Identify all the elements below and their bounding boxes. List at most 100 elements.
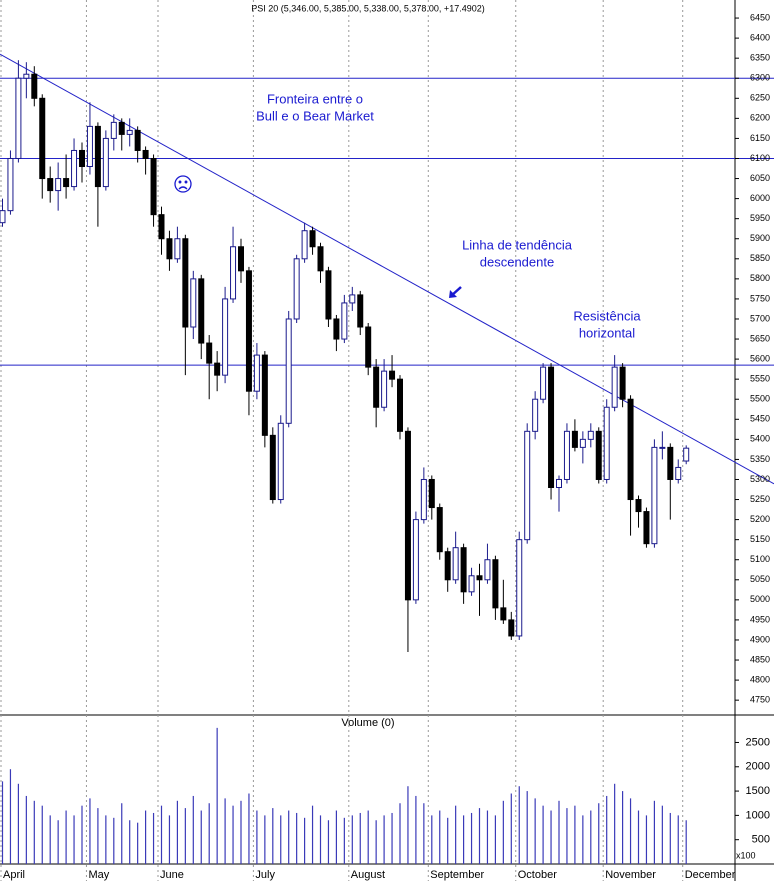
- y-tick-label: 5550: [750, 374, 770, 384]
- candle-body: [253, 354, 260, 392]
- y-tick-label: 6250: [750, 93, 770, 103]
- candle-body: [643, 511, 650, 545]
- y-tick-label: 5250: [750, 494, 770, 504]
- candle-body: [245, 270, 252, 392]
- y-tick-label: 6100: [750, 153, 770, 163]
- x-tick-label: December: [685, 869, 736, 881]
- candle-body: [619, 366, 626, 400]
- y-axis: 4750 4800 4850 4900 4950 5000 5050 5100 5150 5200…: [735, 12, 770, 846]
- candle-body: [587, 430, 594, 440]
- candle-body: [39, 97, 46, 180]
- y-tick-label: 5200: [750, 514, 770, 524]
- y-tick-label: 4900: [750, 634, 770, 644]
- y-tick-label: 4950: [750, 614, 770, 624]
- candle-body: [635, 499, 642, 513]
- x-tick-label: May: [88, 869, 109, 881]
- y-tick-label: 5400: [750, 434, 770, 444]
- candle-body: [428, 478, 435, 509]
- candle-body: [118, 121, 125, 135]
- y-tick-label: 4750: [750, 695, 770, 705]
- candle-body: [31, 73, 38, 99]
- y-tick-label: 5350: [750, 454, 770, 464]
- candle-body: [627, 398, 634, 501]
- annotation: Linha de tendência: [462, 237, 573, 252]
- candle-body: [309, 230, 316, 248]
- volume-tick-label: 2500: [746, 736, 770, 748]
- y-tick-label: 6450: [750, 12, 770, 22]
- annotation: Fronteira entre o: [267, 91, 363, 106]
- candle-body: [611, 366, 618, 408]
- candle-body: [333, 318, 340, 340]
- candle-body: [452, 547, 459, 581]
- y-tick-label: 6350: [750, 53, 770, 63]
- y-tick-label: 5050: [750, 574, 770, 584]
- x-tick-label: August: [351, 869, 385, 881]
- candle-body: [349, 294, 356, 304]
- volume-pane: [1, 727, 687, 864]
- volume-tick-label: 1500: [746, 785, 770, 797]
- candle-body: [126, 129, 133, 135]
- candle-body: [357, 294, 364, 328]
- y-tick-label: 6050: [750, 173, 770, 183]
- candle-body: [182, 238, 189, 328]
- y-tick-label: 5150: [750, 534, 770, 544]
- candle-body: [238, 246, 244, 272]
- candle-body: [102, 137, 109, 188]
- candle-body: [134, 129, 141, 151]
- candle-body: [516, 539, 523, 637]
- candle-body: [436, 507, 443, 553]
- candle-body: [166, 238, 173, 260]
- candle-body: [492, 559, 499, 609]
- volume-unit: x100: [736, 850, 756, 860]
- candle-body: [571, 430, 578, 448]
- candle-body: [412, 519, 419, 601]
- y-tick-label: 5950: [750, 213, 770, 223]
- y-tick-label: 5700: [750, 313, 770, 323]
- candle-body: [524, 430, 531, 541]
- candle-body: [79, 149, 85, 168]
- candle-body: [595, 430, 602, 480]
- y-tick-label: 5800: [750, 273, 770, 283]
- candle-body: [293, 258, 300, 320]
- y-tick-label: 5850: [750, 253, 770, 263]
- candle-body: [277, 422, 284, 501]
- x-tick-label: October: [518, 869, 557, 881]
- x-tick-label: September: [430, 869, 484, 881]
- candle-body: [675, 466, 682, 480]
- chart-title: PSI 20 (5,346.00, 5,385.00, 5,338.00, 5,…: [251, 3, 484, 13]
- candle-body: [150, 157, 157, 216]
- candle-body: [7, 157, 14, 212]
- candle-body: [389, 370, 396, 380]
- volume-tick-label: 2000: [746, 761, 770, 773]
- candle-body: [206, 342, 213, 364]
- candle-body: [301, 230, 308, 260]
- candle-body: [444, 551, 451, 581]
- candle-body: [420, 478, 427, 521]
- y-tick-label: 5450: [750, 414, 770, 424]
- candle-body: [484, 559, 491, 581]
- candle-body: [460, 547, 467, 593]
- candle-body: [476, 575, 483, 581]
- candle-body: [397, 378, 403, 432]
- candle-body: [222, 298, 229, 376]
- annotation: descendente: [480, 254, 554, 269]
- y-tick-label: 5000: [750, 594, 770, 604]
- candle-body: [142, 149, 149, 159]
- candle-body: [198, 278, 205, 344]
- y-tick-label: 6400: [750, 32, 770, 42]
- y-tick-label: 5600: [750, 353, 770, 363]
- y-tick-label: 4850: [750, 654, 770, 664]
- candle-body: [603, 406, 610, 480]
- candle-body: [110, 121, 117, 139]
- y-tick-label: 6150: [750, 133, 770, 143]
- candle-body: [325, 270, 332, 320]
- candle-body: [269, 434, 276, 501]
- x-tick-label: July: [255, 869, 275, 881]
- candle-body: [548, 366, 555, 489]
- annotation: horizontal: [579, 325, 635, 340]
- volume-title: Volume (0): [341, 717, 394, 729]
- candle-body: [174, 238, 181, 260]
- candle-body: [86, 125, 93, 168]
